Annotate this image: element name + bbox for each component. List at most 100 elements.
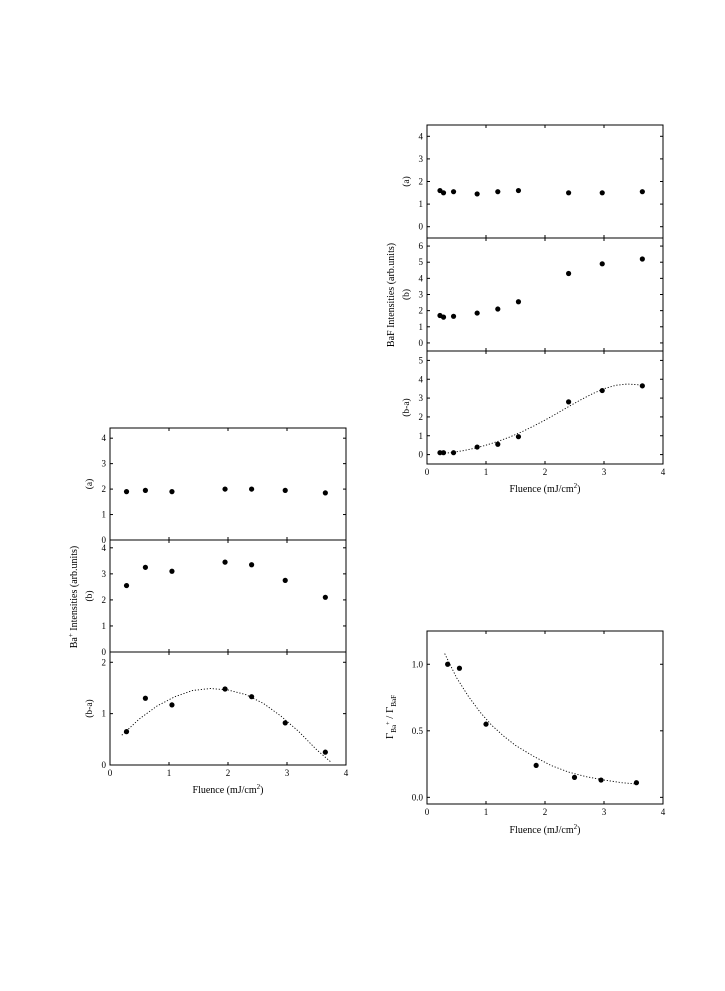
y-tick-label: 3 bbox=[102, 459, 107, 469]
data-point bbox=[599, 190, 605, 196]
x-axis-label-sup: 2 bbox=[574, 482, 578, 490]
panel-label: (a) bbox=[401, 176, 412, 187]
x-axis-label-main: Fluence (mJ/cm bbox=[510, 484, 574, 495]
x-tick-label: 1 bbox=[484, 807, 489, 817]
x-tick-label: 3 bbox=[602, 807, 607, 817]
data-point bbox=[474, 191, 480, 197]
panel-frame bbox=[426, 124, 664, 239]
data-point bbox=[639, 256, 645, 262]
y-tick-label: 5 bbox=[419, 355, 424, 365]
data-point bbox=[450, 189, 457, 195]
x-tick-label: 4 bbox=[661, 807, 666, 817]
y-tick-label: 5 bbox=[419, 257, 424, 267]
panel-0: 0 1 2 3 4 (a) bbox=[401, 124, 664, 239]
data-point bbox=[282, 487, 288, 493]
y-tick-label: 1.0 bbox=[412, 659, 424, 669]
y-tick-label: 0 bbox=[102, 535, 107, 545]
panel-1: 0 1 2 3 4 (b) bbox=[84, 539, 347, 657]
y-tick-label: 4 bbox=[102, 433, 107, 443]
panel-frame bbox=[109, 651, 347, 766]
y-axis-label: ΓBa+ / ΓBaF bbox=[384, 695, 398, 739]
fit-curve bbox=[121, 688, 332, 763]
data-point bbox=[474, 310, 480, 316]
data-point bbox=[571, 774, 578, 780]
data-point bbox=[322, 490, 328, 496]
y-tick-label: 0 bbox=[419, 338, 424, 348]
data-point bbox=[123, 582, 130, 589]
data-point bbox=[515, 187, 522, 194]
data-point bbox=[142, 487, 148, 493]
y-tick-label: 3 bbox=[419, 393, 424, 403]
y-tick-label: 0.0 bbox=[412, 792, 424, 802]
y-axis-label-slash: / Γ bbox=[384, 707, 396, 722]
panel-label: (b) bbox=[401, 289, 412, 300]
y-tick-label: 1 bbox=[102, 621, 107, 631]
panel-frame bbox=[426, 630, 664, 805]
data-point bbox=[282, 577, 288, 583]
data-point bbox=[456, 665, 463, 671]
x-tick-label: 3 bbox=[602, 467, 607, 477]
y-tick-label: 1 bbox=[419, 322, 424, 332]
y-axis-label-gamma: Γ bbox=[384, 733, 396, 739]
y-tick-label: 2 bbox=[102, 484, 107, 494]
x-tick-label: 1 bbox=[484, 467, 489, 477]
x-axis-label-sup: 2 bbox=[257, 783, 261, 791]
data-point bbox=[445, 661, 451, 667]
y-axis-label-rest: Intensities (arb.units) bbox=[69, 546, 80, 633]
data-point bbox=[249, 694, 255, 700]
panel-1: 0 1 2 3 4 5 6 (b) bbox=[401, 237, 664, 352]
y-axis-label-sub1: Ba bbox=[390, 724, 398, 733]
data-point bbox=[598, 777, 604, 783]
data-point bbox=[169, 489, 175, 495]
data-point bbox=[123, 489, 130, 495]
data-point bbox=[450, 313, 457, 319]
data-point bbox=[533, 762, 539, 769]
panel-2: 0 1 2 3 4 5 0 1 2 3 4 (b-a) bbox=[401, 350, 666, 477]
y-tick-label: 1 bbox=[419, 431, 424, 441]
panel-frame bbox=[109, 427, 347, 541]
x-axis-label-main: Fluence (mJ/cm bbox=[193, 785, 257, 796]
x-axis-label-end: ) bbox=[260, 785, 263, 796]
data-point bbox=[282, 720, 288, 726]
x-tick-label: 1 bbox=[167, 768, 172, 778]
data-point bbox=[599, 387, 605, 394]
x-tick-label: 2 bbox=[543, 467, 548, 477]
data-point bbox=[169, 702, 175, 708]
y-axis-label: BaF Intensities (arb.units) bbox=[386, 243, 397, 347]
x-tick-label: 4 bbox=[344, 768, 349, 778]
data-point bbox=[440, 314, 447, 320]
data-point bbox=[222, 486, 228, 492]
y-tick-label: 1 bbox=[419, 199, 424, 209]
panel-2: 0 1 2 0 1 2 3 4 (b-a) bbox=[84, 651, 349, 778]
data-point bbox=[566, 399, 572, 405]
data-point bbox=[440, 190, 447, 196]
x-axis-label: Fluence (mJ/cm2) bbox=[193, 783, 264, 796]
data-point bbox=[142, 695, 148, 701]
data-point bbox=[249, 562, 255, 568]
data-point bbox=[483, 721, 489, 727]
panel-label: (b) bbox=[84, 590, 95, 601]
data-point bbox=[249, 486, 255, 492]
data-point bbox=[322, 749, 328, 755]
data-point bbox=[495, 189, 501, 195]
data-point bbox=[639, 383, 645, 389]
panel-frame bbox=[109, 539, 347, 653]
x-axis-label: Fluence (mJ/cm2) bbox=[510, 482, 581, 495]
x-tick-label: 4 bbox=[661, 467, 666, 477]
y-axis-label-sup1: + bbox=[386, 721, 392, 725]
x-tick-label: 0 bbox=[425, 467, 430, 477]
x-tick-label: 2 bbox=[543, 807, 548, 817]
y-axis-label: Ba+ Intensities (arb.units) bbox=[67, 546, 80, 649]
data-point bbox=[142, 564, 148, 570]
panel-frame bbox=[426, 237, 664, 352]
data-point bbox=[123, 729, 130, 735]
y-tick-label: 2 bbox=[102, 657, 107, 667]
fit-curve bbox=[444, 653, 637, 785]
data-point bbox=[566, 190, 572, 196]
y-tick-label: 3 bbox=[102, 569, 107, 579]
x-tick-label: 2 bbox=[226, 768, 231, 778]
data-point bbox=[639, 189, 645, 195]
data-point bbox=[169, 568, 175, 574]
